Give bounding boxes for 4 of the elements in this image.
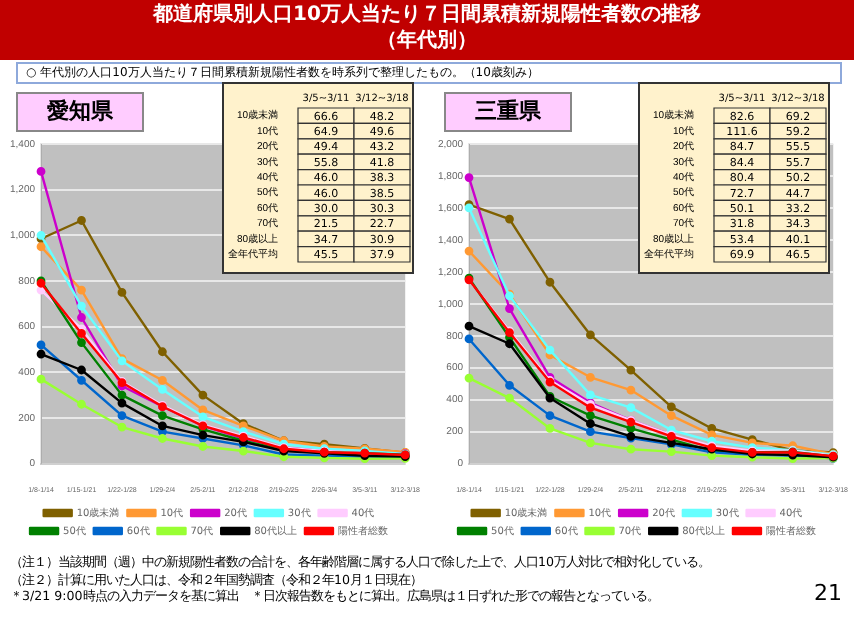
text: 愛知県 (16, 92, 144, 132)
text: 21 (814, 580, 842, 606)
chart-title: 都道府県別人口10万人当たり７日間累積新規陽性者数の推移（年代別） (151, 0, 703, 56)
chart-title: 三重県 (444, 92, 572, 132)
